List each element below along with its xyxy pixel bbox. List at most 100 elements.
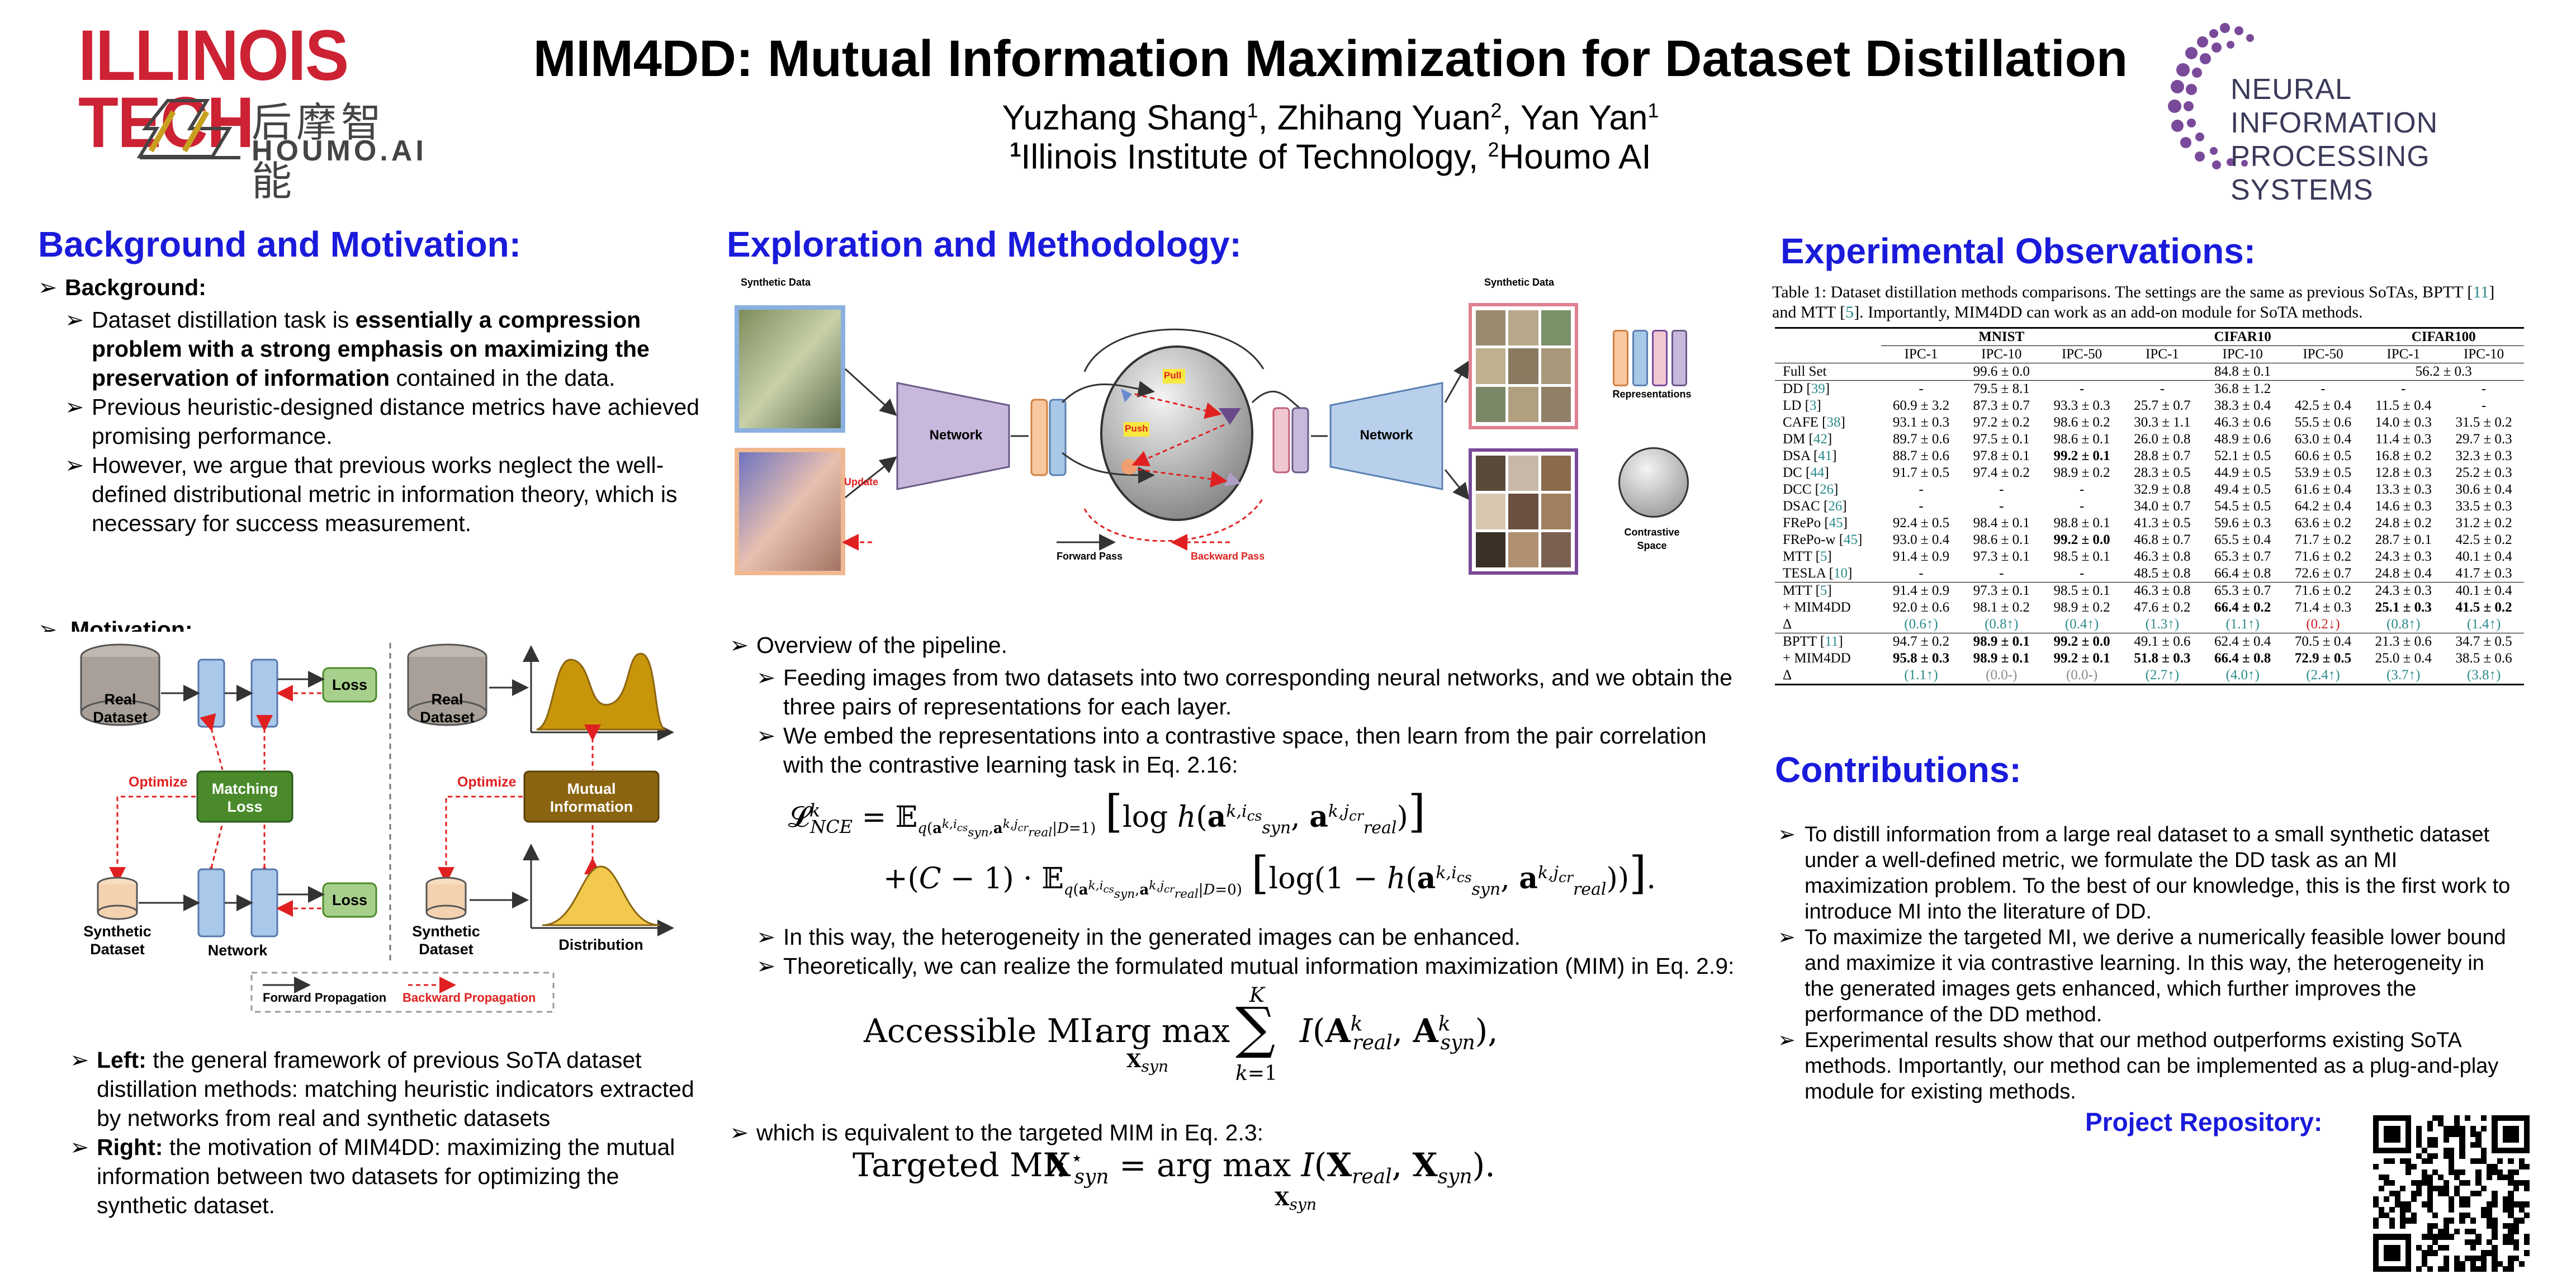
table-cell: 98.9 ± 0.2 (2053, 600, 2110, 615)
contribution-1: ➢ To distill information from a large rea… (1778, 823, 2511, 924)
table-cell: 38.3 ± 0.4 (2214, 398, 2271, 413)
table-cell: 25.2 ± 0.3 (2455, 465, 2512, 480)
table-cell: 93.3 ± 0.3 (2053, 398, 2110, 413)
right-explanation: ➢ Right: the motivation of MIM4DD: maximi… (70, 1134, 675, 1218)
pipeline-figure: Synthetic Data Synthetic Data Network Ne… (727, 274, 1599, 581)
table-cell: (0.0-) (1986, 667, 2018, 683)
table-cell: 91.4 ± 0.9 (1892, 583, 1950, 598)
table-cell: - (1999, 566, 2004, 581)
table-cell: 42.5 ± 0.2 (2455, 532, 2512, 547)
nce-equation: 𝓛kNCE = 𝔼q(ak,icssyn,ak,jcrreal|D=1) [lo… (788, 785, 1656, 902)
table-cell: 24.8 ± 0.2 (2375, 515, 2432, 531)
table-cell: 40.1 ± 0.4 (2455, 549, 2512, 564)
table-cell: (1.1↑) (2225, 617, 2260, 632)
table-cell: 65.5 ± 0.4 (2214, 532, 2271, 547)
table-cell: (3.7↑) (2386, 667, 2421, 683)
table-cell: 12.8 ± 0.3 (2375, 465, 2432, 480)
table-row: DSA [41] 88.7 ± 0.6 97.8 ± 0.1 99.2 ± 0.1 28… (1775, 448, 2524, 465)
table-cell: 66.4 ± 0.8 (2214, 651, 2271, 666)
houmo-logo: 后摩智能 HOUMO.AI (134, 89, 427, 205)
neurips-logo-text: NEURAL INFORMATION PROCESSING SYSTEMS (2231, 73, 2438, 206)
method-point-4: ➢ Theoretically, we can realize the formu… (756, 953, 1735, 979)
table-row: + MIM4DD 92.0 ± 0.6 98.1 ± 0.2 98.9 ± 0.2 47… (1775, 599, 2524, 616)
table-cell: (1.1↑) (1904, 667, 1938, 683)
overview-equivalent: ➢ which is equivalent to the targeted MIM… (730, 1120, 1264, 1145)
table-cell: 41.3 ± 0.5 (2134, 515, 2191, 531)
backward-propagation-legend: Backward Propagation (402, 991, 536, 1005)
table-row: DM [42] 89.7 ± 0.6 97.5 ± 0.1 98.6 ± 0.1 26.… (1775, 431, 2524, 448)
table-cell: 89.7 ± 0.6 (1892, 432, 1950, 447)
row-method-name: DSAC [26] (1783, 499, 1847, 514)
table-cell: 25.7 ± 0.7 (2134, 398, 2191, 413)
contribution-2: ➢ To maximize the targeted MI, we derive … (1778, 926, 2506, 1026)
table-cell: 98.6 ± 0.1 (2053, 432, 2110, 447)
representations-legend (1610, 330, 1694, 386)
neurips-dots-icon (2168, 23, 2254, 169)
group-cifar100: CIFAR100 (2363, 328, 2524, 346)
synthetic-image-grid-bottom (1476, 456, 1571, 567)
table-cell: 46.8 ± 0.7 (2134, 532, 2191, 547)
table-cell: 32.3 ± 0.3 (2455, 448, 2512, 463)
table-body-baselines: DD [39] - 79.5 ± 8.1 - - 36.8 ± 1.2 - - - LD [3] 6… (1775, 381, 2524, 583)
table-cell: 34.0 ± 0.7 (2134, 499, 2191, 514)
contributions-heading: Contributions: (1775, 750, 2021, 790)
table-cell: 79.5 ± 8.1 (1973, 381, 2030, 396)
table-cell: 54.5 ± 0.5 (2214, 499, 2271, 514)
table-cell: - (2079, 482, 2085, 497)
real-dataset-label: Real Dataset (93, 691, 148, 726)
table-cell: 48.9 ± 0.6 (2214, 432, 2271, 447)
houmo-english-name: HOUMO.AI (252, 135, 427, 167)
table-row: Δ (0.6↑) (0.8↑) (0.4↑) (1.3↑) (1.1↑) (0.2↓) (0.… (1775, 616, 2524, 633)
table-cell: 59.6 ± 0.3 (2214, 515, 2271, 531)
optimize-label-left: Optimize (129, 774, 188, 790)
table-cell: 71.6 ± 0.2 (2294, 583, 2352, 598)
results-table: MNIST CIFAR10 CIFAR100 IPC-1 IPC-10 IPC-… (1775, 327, 2524, 685)
table-cell: 99.2 ± 0.1 (2053, 448, 2110, 463)
row-method-name: DC [44] (1783, 465, 1829, 480)
motivation-figure: Real Dataset Loss Optimize Matching Loss… (73, 637, 699, 1017)
authors: Yuzhang Shang1, Zhihang Yuan2, Yan Yan1 (1002, 98, 1659, 138)
table-cell: 92.4 ± 0.5 (1892, 515, 1950, 531)
table-cell: 48.5 ± 0.8 (2134, 566, 2191, 581)
table-cell: 44.9 ± 0.5 (2214, 465, 2271, 480)
table-cell: - (1999, 482, 2004, 497)
table-cell: 26.0 ± 0.8 (2134, 432, 2191, 447)
methodology-list-3: ➢ which is equivalent to the targeted MIM… (730, 1118, 1713, 1147)
synthetic-dataset-label-right: Synthetic Dataset (412, 923, 480, 958)
table-cell: - (2321, 381, 2326, 396)
backward-pass-label: Backward Pass (1191, 551, 1265, 562)
table-cell: 49.1 ± 0.6 (2134, 634, 2191, 649)
synthetic-image-grid-top (1476, 310, 1571, 422)
table-cell: 24.3 ± 0.3 (2375, 549, 2432, 564)
col-header: IPC-10 (1981, 347, 2022, 362)
background-point-1: ➢ Dataset distillation task is essentiall… (65, 307, 650, 391)
network-label-left: Network (929, 428, 983, 443)
col-header: IPC-1 (1904, 347, 1938, 362)
table-cell: 91.7 ± 0.5 (1892, 465, 1950, 480)
loss-label-bottom: Loss (332, 892, 368, 908)
methodology-list: ➢ Overview of the pipeline. ➢ Feeding imag… (730, 631, 1741, 779)
real-dataset-label-right: Real Dataset (420, 691, 475, 726)
row-method-name: TESLA [10] (1783, 566, 1853, 581)
table-cell: 31.2 ± 0.2 (2455, 515, 2512, 531)
col-header: IPC-1 (2146, 347, 2179, 362)
method-point-1: ➢ Feeding images from two datasets into t… (756, 665, 1732, 719)
row-method-name: Δ (1783, 667, 1792, 683)
table-cell: 87.3 ± 0.7 (1973, 398, 2030, 413)
mutual-information-label: Mutual Information (550, 780, 633, 815)
table-cell: (3.8↑) (2466, 667, 2501, 683)
methodology-heading: Exploration and Methodology: (727, 224, 1242, 264)
col-header: IPC-10 (2222, 347, 2263, 362)
table-cell: 99.2 ± 0.0 (2053, 532, 2110, 547)
houmo-mark-icon (136, 99, 240, 159)
table-cell: 11.4 ± 0.3 (2375, 432, 2432, 447)
table-cell: 98.9 ± 0.1 (1973, 634, 2030, 649)
table-cell: 21.3 ± 0.6 (2375, 634, 2432, 649)
col-header: IPC-1 (2386, 347, 2421, 362)
distribution-label: Distribution (558, 936, 643, 953)
table-row: DCC [26] - - - 32.9 ± 0.8 49.4 ± 0.5 61.6 ± 0.… (1775, 481, 2524, 498)
synthetic-data-label-right: Synthetic Data (1484, 277, 1555, 288)
matching-loss-label: Matching Loss (211, 780, 278, 815)
table-cell: 49.4 ± 0.5 (2214, 482, 2271, 497)
qr-code[interactable] (2373, 1115, 2530, 1272)
